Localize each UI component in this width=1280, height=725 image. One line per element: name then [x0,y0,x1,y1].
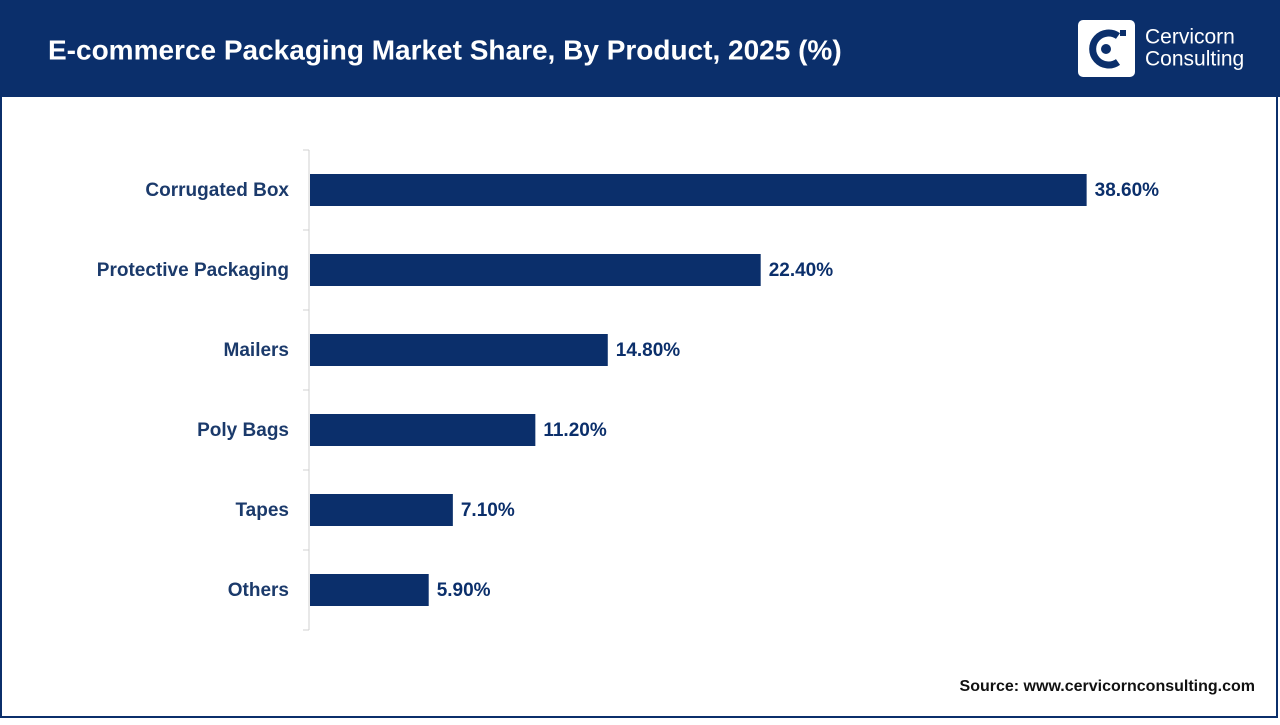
logo-text: Consulting [1145,48,1244,71]
bar [310,414,536,446]
y-tick-label: Poly Bags [197,420,289,441]
y-tick-label: Tapes [235,500,289,521]
y-tick-label: Protective Packaging [97,260,289,281]
logo-pixel [1120,30,1126,36]
y-tick-label: Others [228,580,289,601]
header-band [0,0,1280,97]
bar [310,254,761,286]
value-label: 14.80% [616,340,681,361]
value-label: 11.20% [543,420,606,441]
logo-icon [1089,29,1121,69]
logo-dot [1101,44,1111,54]
value-label: 38.60% [1095,180,1160,201]
bar [310,334,608,366]
bar [310,574,429,606]
value-label: 5.90% [437,580,491,601]
y-tick-label: Mailers [224,340,289,361]
source: Source: www.cervicornconsulting.com [960,678,1255,695]
chart-title: E-commerce Packaging Market Share, By Pr… [48,34,842,65]
y-tick-label: Corrugated Box [145,180,289,201]
value-label: 7.10% [461,500,515,521]
bar [310,174,1087,206]
logo-text: Cervicorn [1145,26,1235,49]
bar [310,494,453,526]
value-label: 22.40% [769,260,834,281]
